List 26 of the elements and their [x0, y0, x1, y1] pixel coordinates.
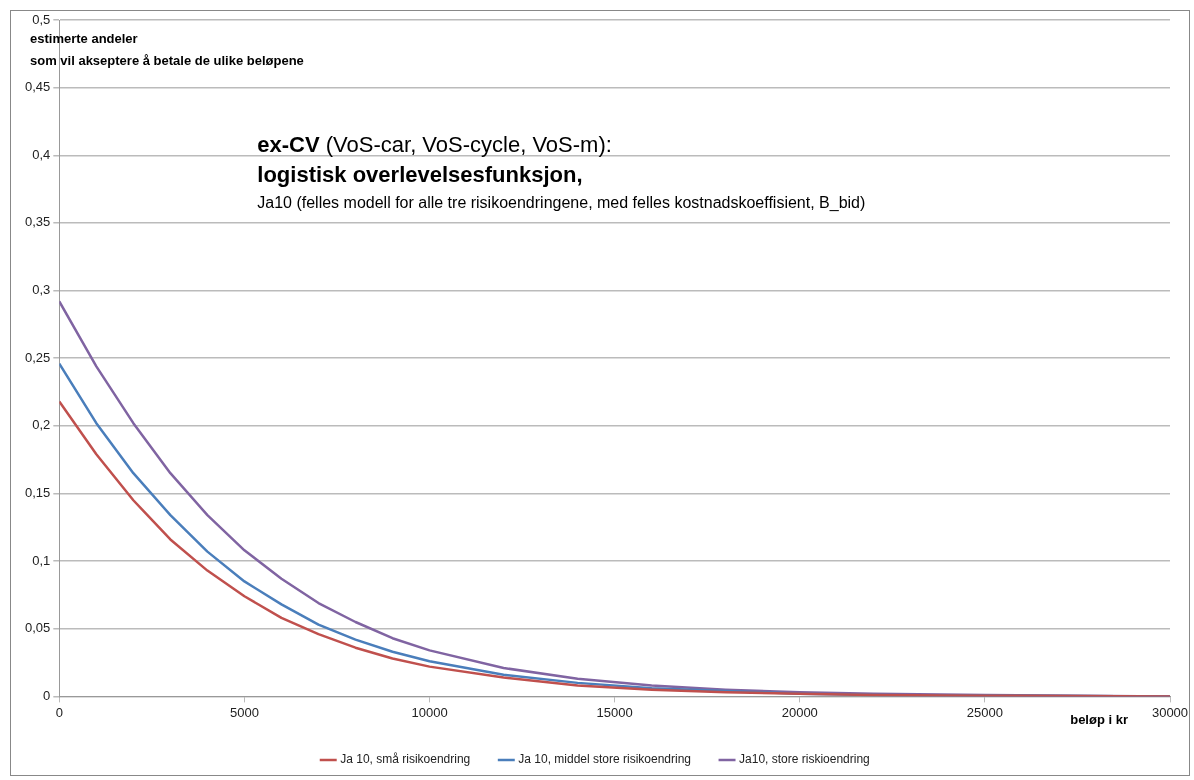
text: ex-CV (VoS-car, VoS-cycle, VoS-m): [257, 132, 612, 157]
x-tick-label: 5000 [229, 704, 259, 720]
y-tick-label: 0 [43, 687, 51, 703]
annotation: Ja10 (felles modell for alle tre risikoendringene, med felles kostnadskoeffisient, B_bid) [257, 194, 866, 212]
x-tick-label: 25000 [966, 704, 1003, 720]
text: logistisk overlevelsesfunksjon, [257, 162, 583, 187]
legend-label: Ja10, store riskioendring [739, 752, 870, 767]
y-tick-label: 0,5 [32, 11, 51, 27]
x-tick-label: 15000 [596, 704, 633, 720]
y-tick-label: 0,45 [24, 79, 51, 95]
legend-label: Ja 10, små risikoendring [340, 752, 471, 767]
x-tick-label: 20000 [781, 704, 818, 720]
y-axis-title: estimerte andeler som vil akseptere å betale de ulike beløpene [30, 31, 304, 68]
y-tick-label: 0,35 [24, 214, 51, 230]
y-tick-label: 0,3 [32, 282, 51, 298]
y-tick-label: 0,2 [32, 417, 51, 433]
x-tick-label: 0 [55, 704, 63, 720]
y-tick-label: 0,15 [24, 485, 51, 501]
y-tick-label: 0,05 [24, 620, 51, 636]
y-tick-label: 0,4 [32, 146, 51, 162]
legend-label: Ja 10, middel store risikoendring [518, 752, 692, 767]
y-tick-label: 0,1 [32, 552, 51, 568]
x-tick-label: 10000 [411, 704, 448, 720]
x-tick-label: 30000 [1151, 704, 1189, 720]
x-axis-title: beløp i kr [1070, 712, 1128, 728]
y-tick-label: 0,25 [24, 349, 51, 365]
